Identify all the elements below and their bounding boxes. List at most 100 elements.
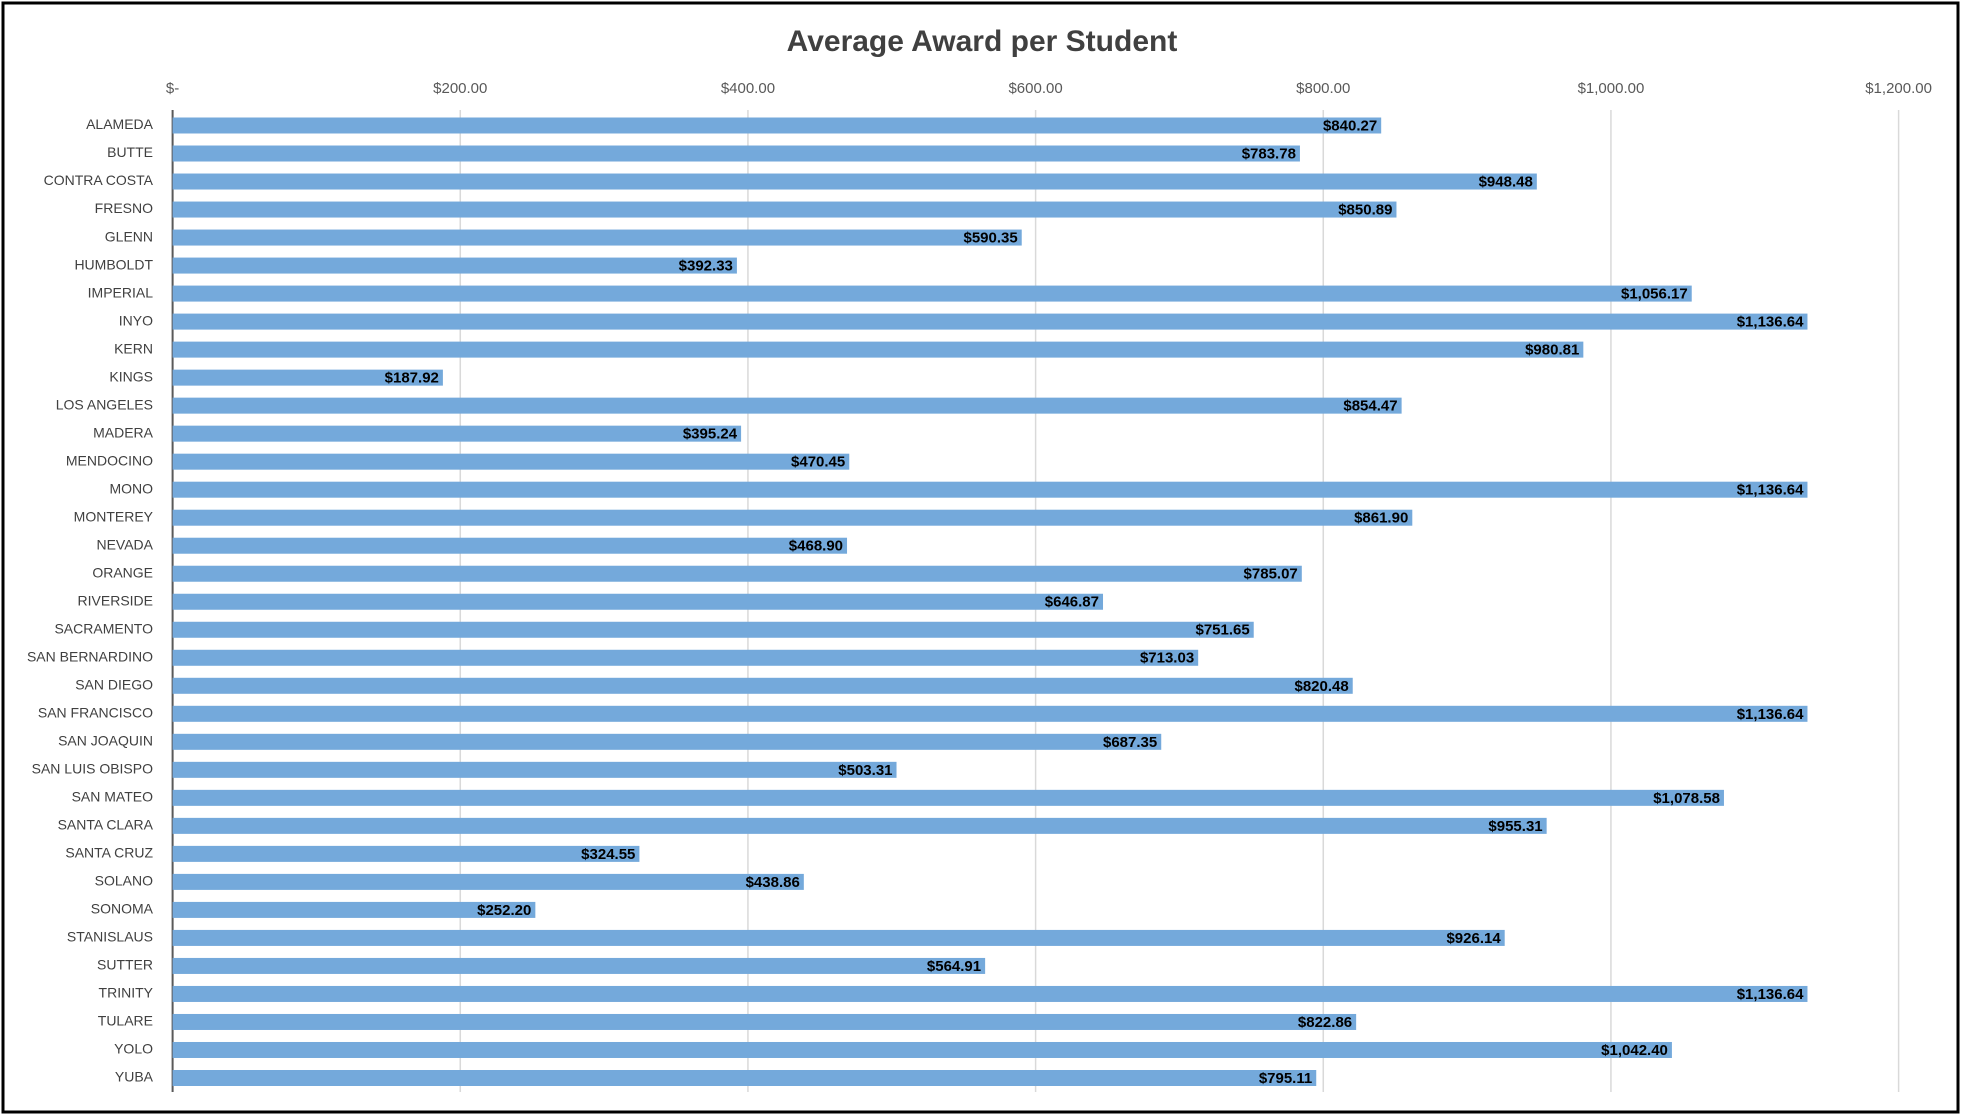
y-tick-label: TRINITY <box>99 985 154 1001</box>
value-label: $1,136.64 <box>1737 706 1804 723</box>
y-tick-label: INYO <box>119 312 153 328</box>
value-label: $438.86 <box>746 874 800 891</box>
value-label: $713.03 <box>1140 650 1194 667</box>
y-tick-label: KERN <box>114 340 153 356</box>
bar <box>172 285 1692 302</box>
y-tick-label: YOLO <box>114 1041 153 1057</box>
bar <box>172 593 1104 610</box>
x-tick-label: $1,000.00 <box>1578 80 1645 97</box>
value-label: $1,042.40 <box>1601 1042 1668 1059</box>
bar <box>172 733 1162 750</box>
x-tick-label: $- <box>166 80 179 97</box>
y-tick-label: SAN LUIS OBISPO <box>32 761 153 777</box>
value-label: $687.35 <box>1103 734 1157 751</box>
value-label: $980.81 <box>1525 342 1579 359</box>
bar <box>172 677 1353 694</box>
value-label: $187.92 <box>385 370 439 387</box>
y-tick-label: MENDOCINO <box>66 452 153 468</box>
bar <box>172 621 1254 638</box>
value-label: $820.48 <box>1294 678 1348 695</box>
y-tick-label: CONTRA COSTA <box>44 172 154 188</box>
bar <box>172 929 1505 946</box>
value-label: $392.33 <box>679 258 733 275</box>
value-label: $926.14 <box>1446 930 1501 947</box>
value-label: $751.65 <box>1195 622 1249 639</box>
bar <box>172 313 1808 330</box>
value-label: $822.86 <box>1298 1014 1352 1031</box>
y-tick-label: SONOMA <box>91 901 154 917</box>
value-label: $395.24 <box>683 426 738 443</box>
y-tick-label: SANTA CRUZ <box>65 845 153 861</box>
bar <box>172 901 536 918</box>
value-label: $850.89 <box>1338 202 1392 219</box>
value-label: $861.90 <box>1354 510 1408 527</box>
y-tick-label: FRESNO <box>95 200 153 216</box>
bar <box>172 537 848 554</box>
value-label: $948.48 <box>1479 173 1533 190</box>
value-label: $955.31 <box>1488 818 1542 835</box>
y-tick-label: KINGS <box>109 368 153 384</box>
y-tick-label: YUBA <box>115 1069 154 1085</box>
bar <box>172 229 1022 246</box>
y-tick-label: SOLANO <box>95 873 153 889</box>
value-label: $503.31 <box>838 762 892 779</box>
bar <box>172 761 897 778</box>
value-label: $840.27 <box>1323 117 1377 134</box>
value-label: $252.20 <box>477 902 531 919</box>
x-tick-label: $1,200.00 <box>1865 80 1932 97</box>
value-label: $1,136.64 <box>1737 482 1804 499</box>
x-tick-label: $400.00 <box>721 80 775 97</box>
value-label: $785.07 <box>1244 566 1298 583</box>
x-tick-label: $600.00 <box>1008 80 1062 97</box>
value-label: $590.35 <box>963 230 1017 247</box>
bar <box>172 1070 1317 1086</box>
bar <box>172 705 1808 722</box>
y-tick-label: GLENN <box>105 228 153 244</box>
value-label: $564.91 <box>927 958 981 975</box>
value-label: $1,078.58 <box>1653 790 1720 807</box>
bar <box>172 145 1300 162</box>
y-tick-label: SAN JOAQUIN <box>58 733 153 749</box>
x-tick-label: $800.00 <box>1296 80 1350 97</box>
bar <box>172 649 1199 666</box>
value-label: $1,056.17 <box>1621 286 1688 303</box>
x-tick-label: $200.00 <box>433 80 487 97</box>
y-tick-label: SANTA CLARA <box>58 817 154 833</box>
y-tick-label: SAN MATEO <box>72 789 154 805</box>
y-tick-label: SAN DIEGO <box>75 676 153 692</box>
y-tick-label: SUTTER <box>97 957 153 973</box>
bar <box>172 873 804 890</box>
bar <box>172 453 850 470</box>
value-label: $795.11 <box>1259 1070 1312 1087</box>
y-tick-label: MADERA <box>93 424 154 440</box>
bar <box>172 369 443 386</box>
value-label: $468.90 <box>789 538 843 555</box>
y-tick-label: SAN BERNARDINO <box>27 648 153 664</box>
value-label: $324.55 <box>581 846 635 863</box>
y-tick-label: HUMBOLDT <box>74 256 153 272</box>
bar <box>172 845 640 862</box>
bar <box>172 817 1547 834</box>
bar <box>172 397 1402 414</box>
value-label: $854.47 <box>1343 398 1397 415</box>
bar <box>172 201 1397 218</box>
y-tick-label: IMPERIAL <box>88 284 154 300</box>
bar <box>172 173 1537 190</box>
bar <box>172 1013 1357 1030</box>
bar <box>172 341 1584 358</box>
value-label: $1,136.64 <box>1737 314 1804 331</box>
bar <box>172 509 1413 526</box>
bar <box>172 425 742 442</box>
bar <box>172 957 986 974</box>
y-tick-label: SAN FRANCISCO <box>38 705 153 721</box>
value-label: $783.78 <box>1242 145 1296 162</box>
bar <box>172 565 1302 582</box>
y-tick-label: RIVERSIDE <box>78 592 153 608</box>
y-tick-label: TULARE <box>98 1013 153 1029</box>
chart-title: Average Award per Student <box>787 25 1178 58</box>
y-tick-label: STANISLAUS <box>67 929 153 945</box>
bar <box>172 257 737 274</box>
bar <box>172 481 1808 498</box>
